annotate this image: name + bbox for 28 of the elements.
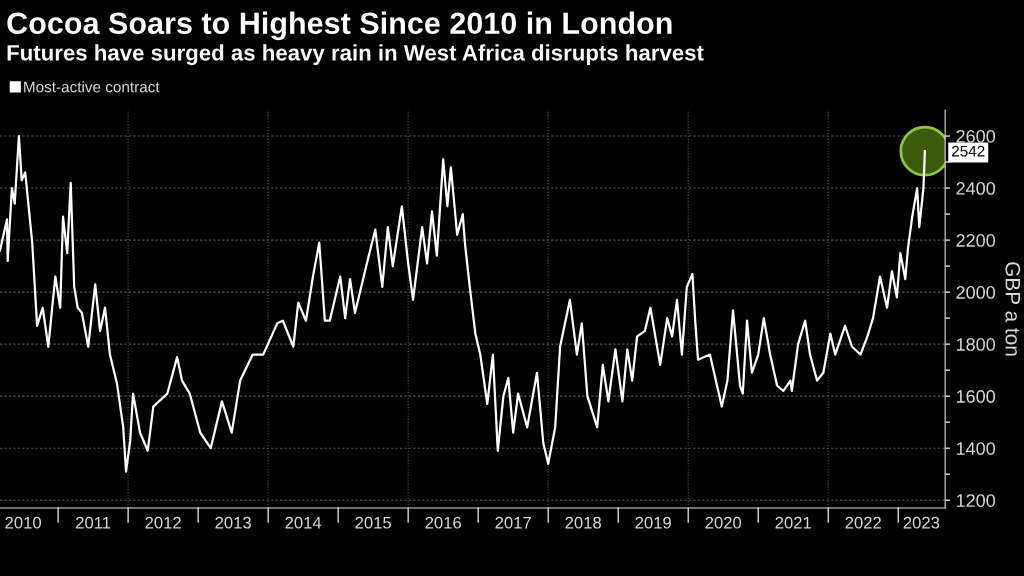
x-tick-label: 2011 <box>76 516 111 529</box>
line-series <box>0 134 926 473</box>
y-tick-label: 2000 <box>956 286 996 299</box>
x-tick-label: 2013 <box>215 516 251 529</box>
annotation: 2542 <box>952 145 985 157</box>
y-axis-title: GBP a ton <box>1005 262 1021 356</box>
x-tick-label: 2023 <box>903 516 940 529</box>
x-tick-label: 2012 <box>145 516 181 529</box>
x-tick-label: 2020 <box>705 516 742 529</box>
y-tick-label: 1600 <box>956 390 996 403</box>
x-tick-label: 2019 <box>635 516 671 529</box>
x-tick-label: 2014 <box>285 516 322 529</box>
y-tick-label: 1400 <box>956 442 996 455</box>
x-tick-label: 2016 <box>425 516 461 529</box>
y-tick-label: 2400 <box>956 181 996 195</box>
x-tick-label: 2018 <box>565 516 602 529</box>
y-tick-label: 2200 <box>956 234 996 247</box>
y-tick-label: 1200 <box>956 494 996 507</box>
y-tick-label: 2600 <box>956 129 996 143</box>
chart-subtitle: Futures have surged as heavy rain in West Africa disrupts harvest <box>7 44 704 66</box>
x-tick-label: 2022 <box>845 516 881 529</box>
x-tick-label: 2010 <box>5 516 41 529</box>
chart-title: Cocoa Soars to Highest Since 2010 in London <box>7 11 672 41</box>
y-tick-label: 1800 <box>956 338 996 351</box>
x-tick-label: 2021 <box>775 516 811 529</box>
x-tick-label: 2015 <box>355 516 391 529</box>
x-tick-label: 2017 <box>495 516 531 529</box>
legend-label: Most-active contract <box>24 81 160 93</box>
